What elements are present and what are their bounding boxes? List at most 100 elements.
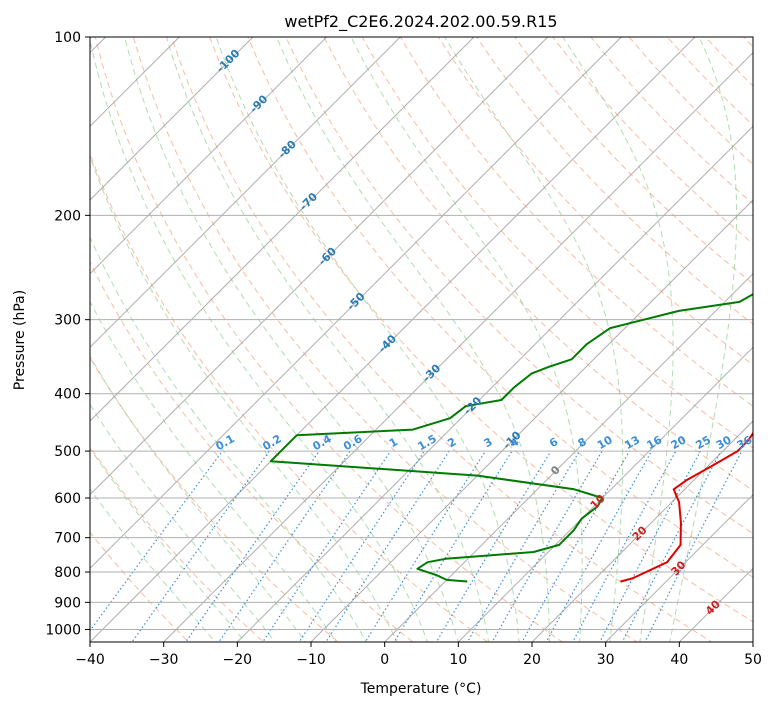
- dry-adiabat: [285, 37, 753, 535]
- x-tick-label: 50: [744, 652, 762, 668]
- mixing-ratio-line: [131, 450, 270, 642]
- moist-adiabat: [562, 37, 674, 642]
- isotherm: [90, 37, 475, 422]
- x-tick-label: −10: [296, 652, 326, 668]
- isotherm: [457, 346, 753, 642]
- mixing-ratio-label: 2: [445, 435, 458, 450]
- chart-title: wetPf2_C2E6.2024.202.00.59.R15: [284, 12, 557, 32]
- y-tick-label: 900: [54, 595, 81, 611]
- dry-adiabat: [476, 37, 753, 325]
- dry-adiabat: [323, 37, 753, 491]
- y-tick-label: 400: [54, 387, 81, 403]
- dry-adiabat: [94, 37, 564, 642]
- dry-adiabat: [170, 37, 713, 642]
- isotherm: [90, 37, 328, 275]
- y-tick-label: 100: [54, 30, 81, 46]
- plot-frame: [89, 36, 754, 643]
- x-tick-label: −20: [223, 652, 253, 668]
- x-tick-label: 40: [670, 652, 688, 668]
- mixing-ratio-line: [545, 450, 653, 642]
- isotherm: [605, 493, 753, 642]
- mixing-ratio-label: 6: [547, 435, 560, 450]
- temperature-line: [620, 431, 753, 583]
- dewpoint-line: [269, 293, 753, 583]
- isotherm: [90, 37, 622, 570]
- dry-adiabat: [628, 37, 753, 166]
- mixing-ratio-label: 3: [482, 435, 495, 450]
- y-tick-label: 300: [54, 313, 81, 329]
- dry-adiabat: [399, 37, 753, 407]
- x-tick-label: 30: [597, 652, 615, 668]
- mixing-ratio-line: [393, 450, 513, 642]
- dry-adiabat: [361, 37, 753, 449]
- mixing-ratio-label: 20: [669, 433, 689, 452]
- mixing-ratio-label: 0.2: [260, 432, 283, 453]
- moist-adiabat: [124, 37, 459, 642]
- y-tick-label: 200: [54, 208, 81, 224]
- mixing-ratio-label: 30: [714, 433, 734, 452]
- x-tick-label: −40: [75, 652, 105, 668]
- moist-adiabat: [90, 447, 246, 642]
- profile-series: [269, 293, 753, 583]
- moist-adiabat: [90, 403, 276, 642]
- dry-adiabat: [514, 37, 753, 285]
- mixing-ratio-label: 13: [622, 433, 642, 452]
- dry-adiabat: [90, 531, 190, 642]
- mixing-ratio-label: 8: [576, 435, 589, 450]
- mixing-ratio-line: [644, 450, 743, 642]
- moist-adiabat: [444, 37, 624, 642]
- isotherm: [531, 420, 753, 642]
- dry-adiabat: [755, 10, 775, 654]
- mixing-ratio-line: [621, 450, 722, 642]
- moist-adiabat: [90, 235, 367, 642]
- isotherm: [310, 199, 753, 642]
- x-tick-label: −30: [149, 652, 179, 668]
- dry-adiabat: [132, 37, 638, 642]
- isotherm: [90, 37, 254, 201]
- isotherm: [90, 37, 549, 496]
- dry-adiabat: [247, 37, 753, 578]
- dry-adiabat: [90, 152, 489, 642]
- mixing-ratio-line: [90, 450, 223, 632]
- moist-adiabat: [215, 37, 520, 642]
- dry-adiabat: [90, 446, 265, 642]
- mixing-ratio-label: 0.1: [213, 432, 236, 453]
- y-tick-label: 700: [54, 531, 81, 547]
- isotherm: [163, 51, 753, 642]
- x-axis: −40 −30 −20 −10 0 10 20 30 40 50: [75, 642, 762, 668]
- mixing-ratio-line: [325, 450, 450, 642]
- moist-adiabat: [165, 37, 490, 642]
- x-tick-label: 10: [449, 652, 467, 668]
- moist-adiabat: [90, 355, 307, 642]
- background-lines: [90, 10, 775, 654]
- mixing-ratio-label: 1.5: [415, 432, 438, 453]
- isotherm: [384, 272, 753, 642]
- dry-adiabat: [90, 260, 414, 642]
- mixing-ratio-label: 36: [735, 433, 755, 452]
- x-axis-label: Temperature (°C): [360, 681, 482, 697]
- moist-adiabat: [90, 488, 216, 642]
- mixing-ratio-line: [491, 450, 603, 642]
- pressure-gridlines: [90, 37, 753, 630]
- moist-adiabat: [275, 37, 550, 642]
- dry-adiabat: [742, 37, 753, 48]
- mixing-ratio-label: 0.6: [341, 432, 365, 453]
- mixing-ratio-line: [298, 450, 425, 642]
- isotherm: [236, 125, 753, 642]
- x-tick-label: 0: [380, 652, 389, 668]
- mixing-ratio-label: 16: [644, 433, 664, 452]
- moist-adiabat: [669, 37, 738, 642]
- y-tick-label: 1000: [45, 622, 81, 638]
- isotherm-label: -50: [344, 290, 367, 313]
- isotherm: [678, 567, 753, 642]
- y-axis: 100 200 300 400 500 600 700 800 900 1000: [45, 30, 90, 638]
- dry-adiabat: [209, 37, 753, 623]
- isotherm-label: -20: [461, 394, 484, 417]
- isotherm: [90, 37, 401, 349]
- isotherm-label: 40: [703, 597, 723, 617]
- x-tick-label: 20: [523, 652, 541, 668]
- dry-adiabat: [90, 356, 339, 642]
- mixing-ratio-line: [262, 450, 392, 642]
- mixing-ratio-label: 1: [387, 435, 400, 450]
- y-tick-label: 500: [54, 444, 81, 460]
